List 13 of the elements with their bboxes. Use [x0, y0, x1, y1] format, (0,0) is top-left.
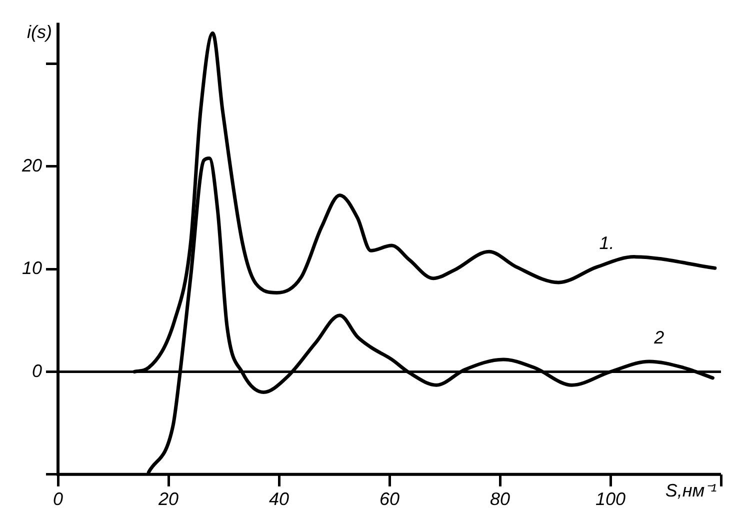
- y-tick-label: 0: [32, 360, 42, 381]
- x-tick-label: 60: [379, 489, 400, 510]
- x-tick-label: 40: [269, 489, 290, 510]
- series-label: 2: [653, 328, 664, 348]
- y-axis-title: i(s): [27, 22, 52, 42]
- y-tick-label: 20: [20, 155, 42, 176]
- series-label: 1.: [599, 233, 614, 254]
- x-axis-title: S,нм⁻¹: [665, 480, 717, 500]
- x-tick-label: 20: [158, 489, 179, 510]
- y-tick-label: 10: [22, 258, 42, 278]
- x-tick-label: 80: [490, 489, 510, 510]
- x-tick-label: 0: [53, 489, 64, 510]
- x-tick-label: 100: [595, 489, 626, 510]
